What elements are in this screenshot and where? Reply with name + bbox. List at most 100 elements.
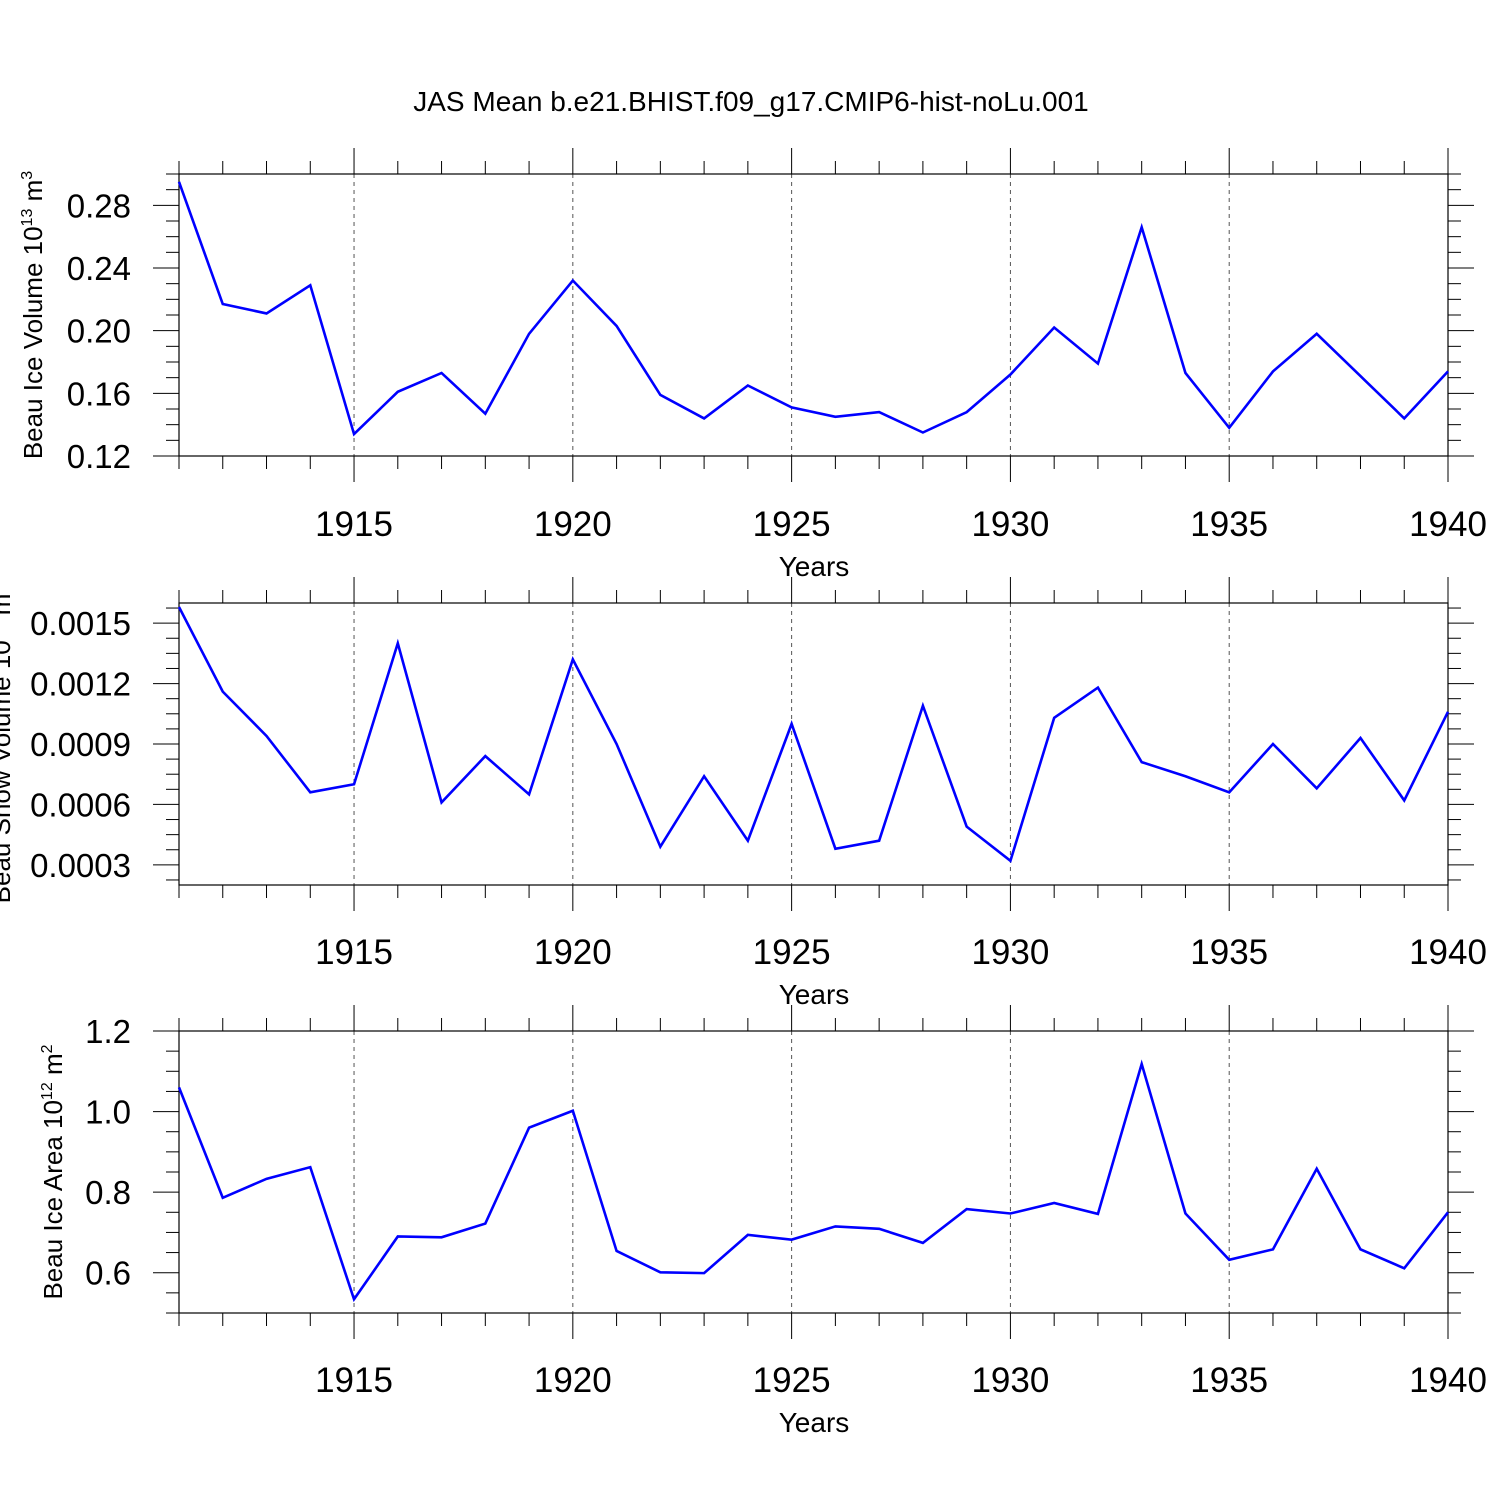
data-point <box>353 433 355 435</box>
data-point <box>616 325 618 327</box>
x-tick-label: 1925 <box>753 1361 831 1400</box>
data-point <box>659 846 661 848</box>
y-axis-label-part: Beau Ice Area 10 <box>38 1100 68 1299</box>
data-point <box>1272 743 1274 745</box>
y-axis-label-superscript: 12 <box>39 1082 56 1100</box>
data-point <box>1053 327 1055 329</box>
data-point <box>178 181 180 183</box>
x-tick-label: 1940 <box>1409 1361 1487 1400</box>
x-tick-label: 1920 <box>534 505 612 544</box>
data-point <box>397 1235 399 1237</box>
y-tick-label: 1.0 <box>85 1094 131 1131</box>
y-tick-label: 0.0006 <box>30 786 131 823</box>
data-point <box>1316 787 1318 789</box>
data-point <box>1228 1259 1230 1261</box>
data-point <box>1403 1267 1405 1269</box>
data-point <box>572 658 574 660</box>
data-point <box>1053 717 1055 719</box>
data-point <box>441 1236 443 1238</box>
data-point <box>1009 374 1011 376</box>
data-point <box>1316 1168 1318 1170</box>
data-point <box>966 1208 968 1210</box>
data-point <box>703 775 705 777</box>
y-axis-label-part: m <box>0 594 16 623</box>
data-point <box>1141 761 1143 763</box>
data-point <box>1009 860 1011 862</box>
data-point <box>353 783 355 785</box>
data-point <box>878 840 880 842</box>
data-point <box>616 1250 618 1252</box>
data-point <box>484 755 486 757</box>
data-point <box>922 1242 924 1244</box>
x-tick-label: 1935 <box>1190 1361 1268 1400</box>
data-point <box>966 826 968 828</box>
data-point <box>484 413 486 415</box>
data-point <box>747 840 749 842</box>
series-line-1 <box>177 181 1449 437</box>
data-point <box>266 312 268 314</box>
y-axis-label: Beau Ice Area 1012 m2 <box>38 1044 68 1299</box>
plot-frame <box>178 1030 1449 1314</box>
data-point <box>1359 1248 1361 1250</box>
figure-title: JAS Mean b.e21.BHIST.f09_g17.CMIP6-hist-… <box>413 86 1089 117</box>
data-point <box>1009 1212 1011 1214</box>
data-point <box>1097 363 1099 365</box>
data-point <box>834 848 836 850</box>
data-point <box>484 1223 486 1225</box>
data-point <box>266 1178 268 1180</box>
plot-frame <box>178 602 1449 886</box>
x-tick-label: 1940 <box>1409 933 1487 972</box>
x-tick-label: 1925 <box>753 933 831 972</box>
data-point <box>834 1225 836 1227</box>
y-axis-label-superscript: 3 <box>19 171 36 180</box>
x-tick-label: 1930 <box>971 1361 1049 1400</box>
y-tick-label: 0.8 <box>85 1174 131 1211</box>
series-line-1 <box>177 1059 1450 1303</box>
data-point <box>528 793 530 795</box>
data-point <box>1184 775 1186 777</box>
y-axis-label-superscript: 3 <box>0 585 4 594</box>
data-point <box>309 1166 311 1168</box>
data-point <box>1228 791 1230 793</box>
y-axis-label-part: m <box>18 180 48 209</box>
x-tick-label: 1935 <box>1190 933 1268 972</box>
series-line-1 <box>177 606 1450 864</box>
data-point <box>222 303 224 305</box>
data-point <box>747 385 749 387</box>
data-point <box>1141 226 1143 228</box>
data-point <box>659 394 661 396</box>
y-axis-label: Beau Ice Volume 1013 m3 <box>18 171 48 459</box>
x-axis-label: Years <box>779 979 850 1010</box>
y-tick-label: 0.0012 <box>30 666 131 703</box>
data-point <box>922 432 924 434</box>
x-tick-label: 1920 <box>534 1361 612 1400</box>
data-point <box>1097 687 1099 689</box>
data-point <box>178 1086 180 1088</box>
y-tick-label: 0.6 <box>85 1255 131 1292</box>
data-point <box>1053 1202 1055 1204</box>
data-point <box>791 723 793 725</box>
y-tick-label: 0.16 <box>67 375 131 412</box>
y-tick-label: 0.0003 <box>30 847 131 884</box>
data-point <box>1228 427 1230 429</box>
y-tick-label: 0.12 <box>67 438 131 475</box>
data-point <box>1403 417 1405 419</box>
data-point <box>922 705 924 707</box>
data-point <box>397 391 399 393</box>
data-point <box>222 1197 224 1199</box>
x-tick-label: 1915 <box>315 1361 393 1400</box>
data-point <box>834 416 836 418</box>
data-point <box>1272 1248 1274 1250</box>
plot-frame <box>178 173 1449 457</box>
y-axis-label-superscript: 13 <box>19 209 36 227</box>
y-tick-label: 0.24 <box>67 250 131 287</box>
y-axis-label-superscript: 2 <box>39 1044 56 1053</box>
x-axis-label: Years <box>779 1407 850 1438</box>
data-point <box>1184 1212 1186 1214</box>
data-point <box>309 791 311 793</box>
data-point <box>1447 1211 1449 1213</box>
data-point <box>1447 370 1449 372</box>
chart-panel-3: 1915 1920 1925 1930 1935 1940 0.6 0.8 1.0 1.2 Year… <box>38 1005 1487 1438</box>
x-tick-label: 1930 <box>971 505 1049 544</box>
